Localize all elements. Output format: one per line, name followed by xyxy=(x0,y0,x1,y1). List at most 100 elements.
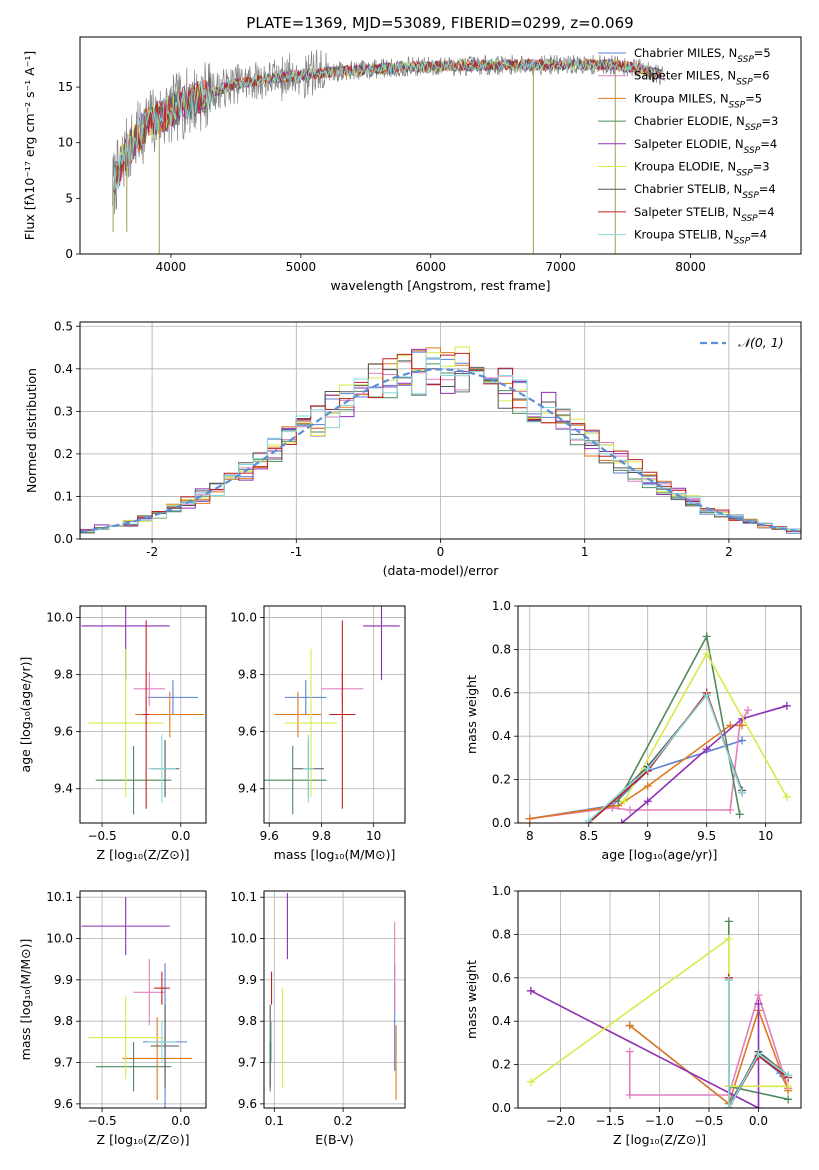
legend-tail: =6 xyxy=(753,69,770,83)
weight-point-marker xyxy=(735,810,744,819)
legend-text: Chabrier MILES, N xyxy=(634,46,737,60)
legend-label: Salpeter STELIB, NSSP=4 xyxy=(634,205,775,224)
legend-sub: SSP xyxy=(729,100,746,110)
x-axis-label: (data-model)/error xyxy=(383,563,500,578)
y-tick-label: 9.8 xyxy=(238,668,257,682)
y-tick-label: 10 xyxy=(58,136,73,150)
legend-tail: =4 xyxy=(758,205,775,219)
y-tick-label: 0.3 xyxy=(54,404,73,418)
y-tick-label: 0.1 xyxy=(54,489,73,503)
weight-point-marker xyxy=(702,745,711,754)
weight-point-marker xyxy=(726,805,735,814)
plot-area xyxy=(264,891,405,1108)
x-tick-label: 0 xyxy=(437,545,445,559)
plot-marks xyxy=(112,49,665,254)
y-tick-label: 9.7 xyxy=(54,1056,73,1070)
legend-text: Salpeter MILES, N xyxy=(634,69,736,83)
plot-marks xyxy=(264,606,400,815)
legend-sub: SSP xyxy=(741,214,758,224)
axes-frame xyxy=(79,605,207,824)
weight-point-marker xyxy=(738,736,747,745)
plot-marks xyxy=(269,893,397,1100)
legend-tail: =3 xyxy=(761,114,778,128)
panel-mass_vs_Z: −0.5 0.0 9.6 9.7 9.8 9.9 10.0 10.1 Z [log₁₀(Z/Z⊙… xyxy=(18,890,207,1147)
x-axis-label: E(B-V) xyxy=(315,1132,354,1147)
legend-label: 𝒩(0, 1) xyxy=(738,335,784,350)
legend-sub: SSP xyxy=(736,78,753,88)
y-tick-label: 9.4 xyxy=(54,782,73,796)
y-axis-label: mass weight xyxy=(464,960,479,1039)
plot-area xyxy=(518,606,801,823)
weight-point-marker xyxy=(643,797,652,806)
y-tick-label: 10.0 xyxy=(230,610,257,624)
y-tick-label: 9.9 xyxy=(54,973,73,987)
x-tick-label: 8000 xyxy=(675,260,706,274)
errorbar-point xyxy=(264,745,327,815)
panel-mass_vs_EBV: 0.1 0.2 9.6 9.7 9.8 9.9 10.0 10.1 E(B-V) xyxy=(230,890,406,1147)
y-tick-label: 0.2 xyxy=(54,447,73,461)
plot-area xyxy=(80,891,206,1108)
x-tick-label: 0.0 xyxy=(749,1114,768,1128)
errorbar-point xyxy=(154,971,170,1005)
y-tick-label: 5 xyxy=(65,191,73,205)
weight-point-marker xyxy=(743,706,752,715)
errorbar-point xyxy=(274,691,322,738)
panel-residuals: -2 -1 0 1 2 0.0 0.1 0.2 0.3 0.4 0.5 (data-model)/er… xyxy=(24,319,802,578)
panel-age_vs_mass: 9.6 9.8 10 9.4 9.6 9.8 10.0 mass [log₁₀(M/M⊙)] xyxy=(230,605,406,862)
y-tick-label: 0.5 xyxy=(54,319,73,333)
legend-label: Chabrier ELODIE, NSSP=3 xyxy=(634,114,778,133)
weight-point-marker xyxy=(724,934,733,943)
weight-point-marker xyxy=(754,991,763,1000)
axes-frame xyxy=(263,605,406,824)
errorbar-point xyxy=(363,606,400,681)
weight-series-line xyxy=(530,990,760,1108)
x-axis-label: age [log₁₀(age/yr)] xyxy=(602,847,718,862)
x-tick-label: 0.2 xyxy=(334,1114,353,1128)
y-tick-label: 0.0 xyxy=(54,532,73,546)
legend-tail: =5 xyxy=(745,91,762,105)
weight-point-marker xyxy=(738,788,747,797)
errorbar-point xyxy=(329,620,356,809)
x-tick-label: 10 xyxy=(758,829,773,843)
weight-point-marker xyxy=(643,764,652,773)
x-tick-label: 2 xyxy=(725,545,733,559)
y-tick-label: 1.0 xyxy=(492,884,511,898)
panel-weight_vs_age: 8 8.5 9 9.5 10 0.0 0.2 0.4 0.6 0.8 1.0 age [log₁₀(a… xyxy=(464,599,802,862)
legend-label: Salpeter MILES, NSSP=6 xyxy=(634,69,770,88)
x-tick-label: −0.5 xyxy=(87,1114,116,1128)
histogram-step xyxy=(80,357,801,539)
errorbar-point xyxy=(95,1041,172,1092)
weight-point-marker xyxy=(702,690,711,699)
weight-point-marker xyxy=(625,1090,634,1099)
weight-point-marker xyxy=(784,1071,793,1080)
weight-point-marker xyxy=(702,632,711,641)
panel-weight_vs_Z: −2.0 −1.5 −1.0 −0.5 0.0 0.0 0.2 0.4 0.6 0.8 1.0 Z [… xyxy=(464,884,802,1147)
legend-sub: SSP xyxy=(745,123,762,133)
errorbar-point xyxy=(303,734,314,804)
y-tick-label: 9.9 xyxy=(238,973,257,987)
weight-point-marker xyxy=(643,782,652,791)
y-tick-label: 1.0 xyxy=(492,599,511,613)
y-tick-label: 0.4 xyxy=(492,729,511,743)
weight-point-marker xyxy=(526,1077,535,1086)
x-tick-label: 10 xyxy=(366,829,381,843)
weight-point-marker xyxy=(625,1021,634,1030)
y-axis-label: mass [log₁₀(M/M⊙)] xyxy=(18,939,33,1061)
legend-tail: =5 xyxy=(754,46,771,60)
plot-marks xyxy=(81,897,192,1108)
y-tick-label: 0.4 xyxy=(54,362,73,376)
y-tick-label: 9.8 xyxy=(54,668,73,682)
legend-sub: SSP xyxy=(736,169,753,179)
legend-tail: =3 xyxy=(753,160,770,174)
y-tick-label: 10.1 xyxy=(230,890,257,904)
x-tick-label: 6000 xyxy=(415,260,446,274)
y-axis-label: Flux [fλ10⁻¹⁷ erg cm⁻² s⁻¹ A⁻¹] xyxy=(22,51,37,240)
errorbar-point xyxy=(147,680,199,715)
x-tick-label: −2.0 xyxy=(546,1114,575,1128)
x-tick-label: 9 xyxy=(644,829,652,843)
axes-frame xyxy=(79,321,802,540)
weight-point-marker xyxy=(625,1047,634,1056)
weight-point-marker xyxy=(784,1095,793,1104)
errorbar-point xyxy=(150,1004,180,1088)
legend-label: Kroupa STELIB, NSSP=4 xyxy=(634,228,767,247)
